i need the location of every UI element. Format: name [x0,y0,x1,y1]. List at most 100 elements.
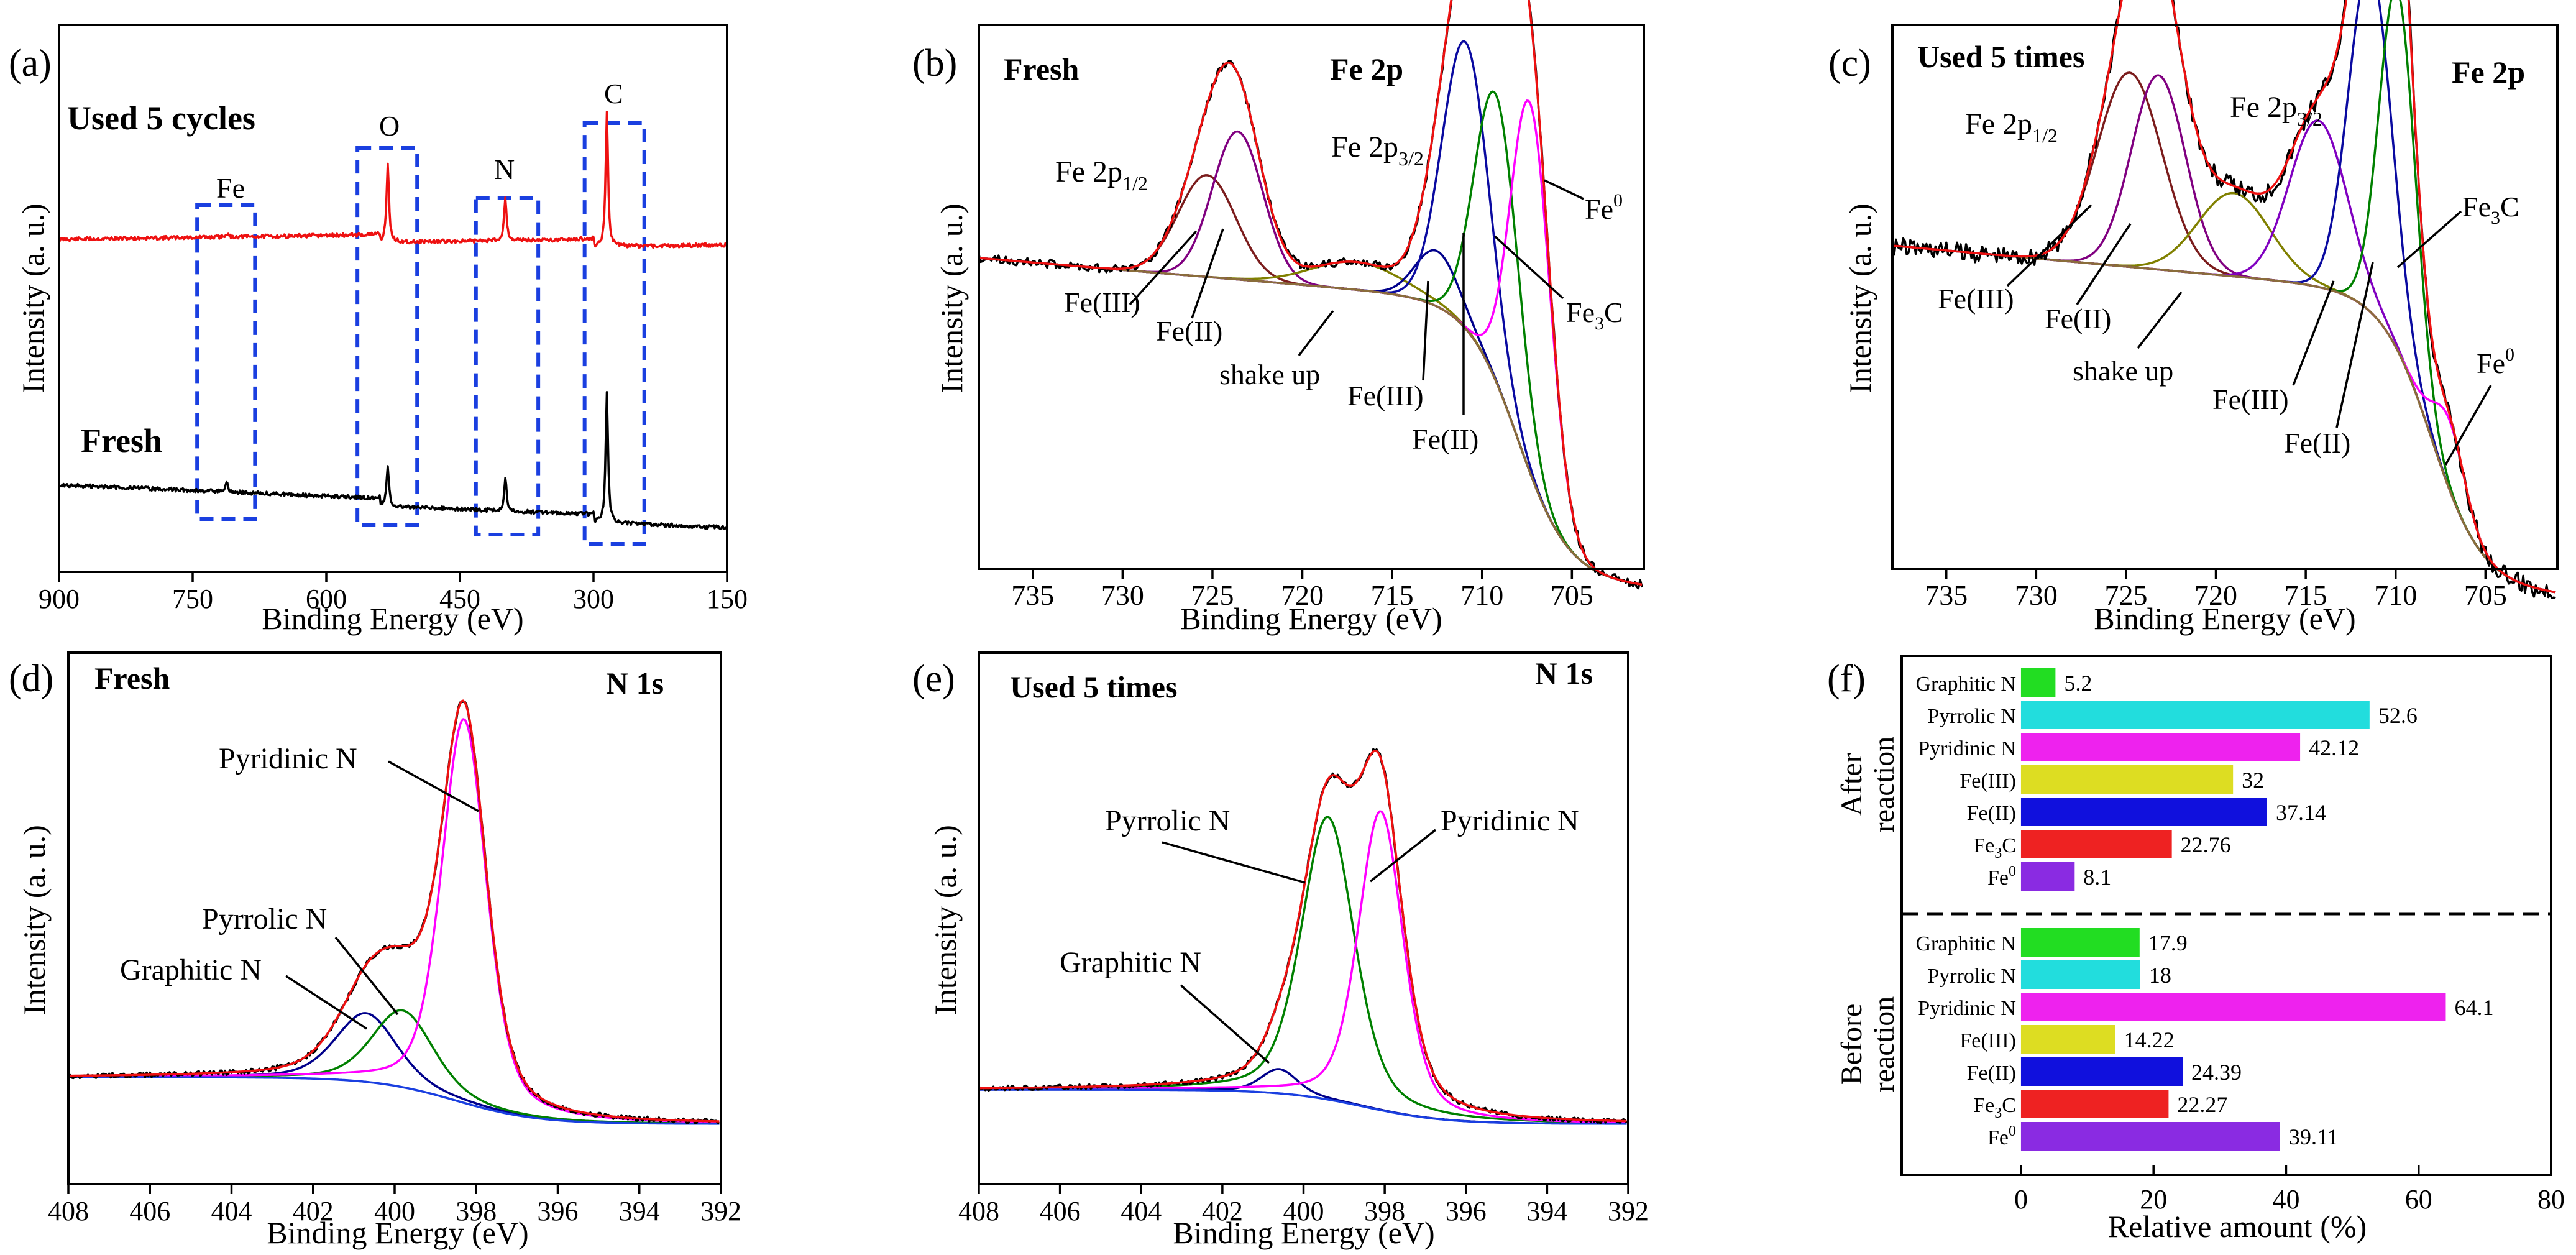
panel-a-xtick-label: 450 [439,584,480,614]
panel-b-xtick-label: 715 [1371,579,1414,611]
arrow-pyridinic-e [1369,829,1437,883]
panel-d-xtick-label: 398 [456,1196,497,1226]
panel-d-xlabel: Binding Energy (eV) [267,1215,528,1250]
bar-after-fe3c [2020,830,2172,858]
arrow-fe-ii-b1 [1191,228,1224,319]
sub-three-half: 3/2 [1398,147,1424,170]
bar-value-label: 39.11 [2289,1124,2339,1149]
panel-f-xtick-label: 40 [2272,1184,2299,1215]
bar-after-pyrrolic-n [2020,701,2370,729]
arrow-shake-up-c [2137,291,2183,349]
component-fe-iii-2p1-2-curve [1892,71,2556,594]
fe-box-label: Fe [216,172,245,204]
sub-3: 3 [2491,208,2500,228]
bar-category-label: Graphitic N [1915,932,2015,955]
sup-0: 0 [1613,190,1623,211]
fe2p12-label-c: Fe 2p1/2 [1965,108,2058,147]
pyridinic-n-label-e: Pyridinic N [1441,804,1579,837]
fe-ii-label-b1: Fe(II) [1156,315,1222,347]
panel-c-xtick-label: 730 [2015,579,2058,611]
fe0-base: Fe [1585,193,1613,225]
panel-d-xtick-label: 396 [538,1196,579,1226]
annotation-arrows-c [2006,204,2492,466]
after-label: Afterreaction [1835,737,1900,833]
sub-three-half: 3/2 [2297,108,2322,130]
fe2p12-label-b: Fe 2p1/2 [1055,155,1148,195]
arrow-fe-ii-c1 [2076,223,2132,305]
panel-d-xtick-label: 408 [48,1196,89,1226]
panel-a-ylabel: Intensity (a. u.) [16,203,50,393]
arrow-pyrrolic-e [1162,841,1306,884]
component-pyridinic-n-curve [68,718,720,1123]
fe2p32-label-b: Fe 2p3/2 [1331,131,1424,170]
arrow-fe-ii-c2 [2335,262,2374,428]
bar-value-label: 22.27 [2177,1092,2227,1117]
bar-category-label: Pyridinic N [1918,997,2016,1020]
bar-value-label: 14.22 [2124,1027,2175,1052]
bar-value-label: 17.9 [2148,931,2188,955]
bar-after-fe-iii- [2020,765,2234,794]
panel-f-xtick-label: 80 [2537,1184,2565,1215]
fe2p-label-b: Fe 2p [1330,52,1403,86]
panel-a-xtick-label: 900 [39,584,80,614]
sup-0: 0 [2505,344,2514,365]
arrow-fe0-b [1544,179,1584,200]
arrow-fe-iii-b1 [1129,230,1198,306]
arrow-fe3c-c [2396,210,2462,269]
panel-a-xlabel: Binding Energy (eV) [262,601,523,636]
panel-d-fit-envelope-curve [68,699,720,1123]
graphitic-n-label-e: Graphitic N [1060,946,1201,979]
panel-d-xtick-label: 404 [211,1196,252,1226]
panel-e-xtick-label: 402 [1202,1196,1243,1226]
bar-category-label: Fe3C [1973,1094,2016,1121]
panel-e-ylabel: Intensity (a. u.) [928,825,963,1014]
fe0-label-c: Fe0 [2477,344,2514,379]
panel-e-xtick-label: 392 [1608,1196,1649,1226]
component-fe-ii-2p1-2-curve [1892,74,2556,594]
fe-iii-label-b1: Fe(III) [1064,287,1140,318]
panel-c-xtick-label: 705 [2464,579,2507,611]
panel-b-xlabel: Binding Energy (eV) [1180,601,1442,636]
panel-c-xtick-label: 725 [2104,579,2147,611]
annotation-arrows-e [1162,829,1437,1064]
panel-a-xtick-label: 300 [573,584,614,614]
after-word: After [1835,753,1868,816]
fe2p-label-c: Fe 2p [2452,55,2525,90]
panel-e: (e) 408 406 404 402 400 398 396 394 392 Used 5 t… [912,651,1649,1250]
panel-f: (f) 5.2 Graphitic N 52.6 Pyrrolic N 42.12 Pyr… [1827,655,2565,1244]
panel-c-label: (c) [1828,42,1871,85]
bar-category-label: Fe(III) [1960,770,2016,793]
reaction-word: reaction [1868,737,1900,833]
bar-category-label: Pyrrolic N [1927,705,2016,728]
shake-up-label-b: shake up [1219,359,1320,390]
arrow-pyridinic-d [388,760,479,812]
n-box-label: N [494,154,515,185]
fe2p-base: Fe 2p [1331,131,1398,163]
panel-e-xtick-label: 396 [1446,1196,1487,1226]
fresh-label-a: Fresh [81,422,162,459]
region-box-n [474,196,541,536]
used-5-times-label-e: Used 5 times [1010,669,1177,704]
bar-after-graphitic-n [2020,668,2056,697]
panel-f-label: (f) [1827,658,1866,700]
bar-value-label: 32 [2242,768,2264,793]
bar-before-fe0 [2020,1122,2280,1151]
graphitic-n-label-d: Graphitic N [120,954,262,986]
fe0-label-b: Fe0 [1585,190,1623,225]
fe3c-base: Fe [1566,297,1595,328]
arrow-fe-iii-c2 [2292,280,2335,386]
panel-b-xtick-label: 730 [1101,579,1144,611]
bar-value-label: 18 [2149,963,2171,988]
panel-f-xlabel: Relative amount (%) [2108,1209,2367,1244]
bar-before-fe-ii- [2020,1057,2183,1086]
sub-half: 1/2 [1122,172,1148,195]
panel-a-xtick-label: 150 [707,584,748,614]
fresh-label-d: Fresh [94,661,170,696]
panel-e-xtick-label: 404 [1121,1196,1162,1226]
component-fe-iii-2p3-2-curve [1892,119,2556,594]
used-5-cycles-label: Used 5 cycles [67,99,255,137]
n1s-label-e: N 1s [1535,656,1593,691]
panel-e-xtick-label: 408 [958,1196,999,1226]
bar-category-label: Graphitic N [1915,673,2015,696]
panel-c-xtick-label: 720 [2194,579,2237,611]
